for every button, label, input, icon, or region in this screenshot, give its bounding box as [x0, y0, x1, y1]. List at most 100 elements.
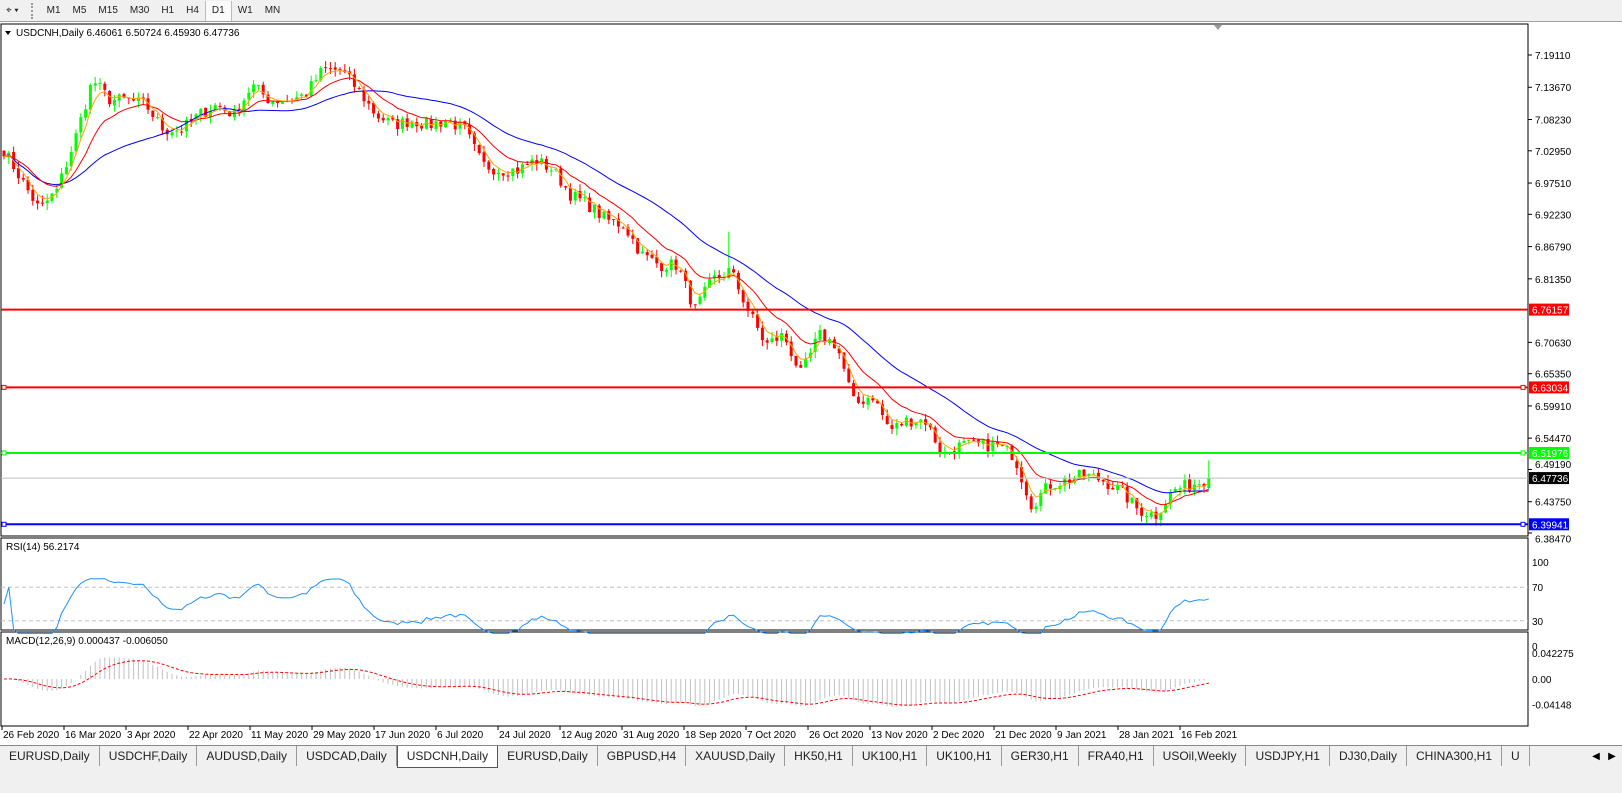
timeframe-h1[interactable]: H1: [161, 4, 175, 16]
chart-tab[interactable]: USOil,Weekly: [1154, 746, 1247, 766]
candle: [794, 355, 798, 368]
candle-body: [184, 119, 188, 132]
price-tick-label: 7.19110: [1535, 51, 1571, 62]
candle-body: [1173, 488, 1177, 493]
rsi-pane[interactable]: [0, 537, 1529, 631]
chart-tab[interactable]: UK100,H1: [853, 746, 928, 766]
collapse-triangle-icon[interactable]: [5, 31, 11, 35]
level-handle[interactable]: [1520, 384, 1526, 390]
candle-body: [1202, 484, 1206, 487]
candle-body: [93, 83, 97, 86]
candle: [439, 120, 443, 133]
candle: [372, 101, 376, 118]
candle: [616, 213, 620, 234]
candle: [808, 347, 812, 362]
chart-area[interactable]: USDCNH,Daily 6.46061 6.50724 6.45930 6.4…: [0, 22, 1622, 744]
candle: [804, 352, 808, 368]
chart-tab[interactable]: USDJPY,H1: [1246, 746, 1330, 766]
candle-body: [103, 83, 107, 90]
candle: [79, 113, 83, 139]
chart-tab[interactable]: USDCNH,Daily: [396, 746, 499, 768]
candle: [429, 115, 433, 131]
candle: [597, 203, 601, 223]
candle: [333, 61, 337, 77]
timeframe-w1[interactable]: W1: [237, 4, 253, 16]
level-handle[interactable]: [1, 521, 7, 527]
candle: [376, 110, 380, 123]
candle: [775, 330, 779, 346]
candle: [559, 165, 563, 188]
candle: [367, 94, 371, 110]
candle-body: [252, 84, 256, 93]
candle-body: [1168, 492, 1172, 505]
price-tick-label: 6.92230: [1535, 210, 1572, 221]
candle-body: [760, 327, 764, 341]
candle-body: [98, 82, 102, 84]
date-label: 26 Oct 2020: [809, 730, 864, 741]
timeframe-m30[interactable]: M30: [129, 4, 150, 16]
chart-tab[interactable]: U: [1502, 746, 1530, 766]
candle-body: [1144, 516, 1148, 518]
candle: [396, 115, 400, 136]
timeframe-m15[interactable]: M15: [98, 4, 118, 16]
chart-tab[interactable]: DJ30,Daily: [1330, 746, 1407, 766]
candle-body: [2, 150, 6, 157]
candle-body: [444, 121, 448, 128]
candle-body: [544, 159, 548, 170]
timeframe-m1[interactable]: M1: [46, 4, 61, 16]
chart-tab[interactable]: HK50,H1: [785, 746, 853, 766]
chart-tab[interactable]: AUDUSD,Daily: [197, 746, 298, 766]
candle-body: [69, 151, 73, 167]
candle: [861, 395, 865, 408]
candle-body: [808, 352, 812, 358]
candle-body: [1125, 486, 1129, 503]
candle-body: [175, 130, 179, 132]
price-tick-label: 6.65350: [1535, 369, 1572, 380]
chart-tab[interactable]: EURUSD,Daily: [498, 746, 598, 766]
timeframe-d1[interactable]: D1: [204, 0, 232, 21]
candle-body: [991, 441, 995, 451]
candle-body: [170, 132, 174, 136]
chart-tab[interactable]: USDCHF,Daily: [100, 746, 198, 766]
candle-body: [333, 67, 337, 70]
candle-body: [448, 120, 452, 122]
candle-body: [568, 187, 572, 201]
chart-tab[interactable]: CHINA300,H1: [1407, 746, 1503, 766]
candle-body: [996, 441, 1000, 445]
chart-tab[interactable]: GBPUSD,H4: [598, 746, 687, 766]
crosshair-dropdown-icon[interactable]: ⌖ ▾: [6, 4, 19, 16]
toolbar-grip[interactable]: [30, 2, 35, 19]
tab-scroll-right-icon[interactable]: ▶: [1608, 751, 1616, 762]
candle-body: [1005, 446, 1009, 448]
timeframe-m5[interactable]: M5: [72, 4, 87, 16]
level-handle[interactable]: [1520, 521, 1526, 527]
level-handle[interactable]: [1, 450, 7, 456]
chart-tab[interactable]: UK100,H1: [927, 746, 1002, 766]
candle: [300, 92, 304, 101]
chart-tab[interactable]: USDCAD,Daily: [297, 746, 397, 766]
date-label: 2 Dec 2020: [933, 730, 985, 741]
candle: [621, 226, 625, 229]
candle: [679, 269, 683, 273]
chart-tab[interactable]: GER30,H1: [1002, 746, 1079, 766]
tab-scroll-left-icon[interactable]: ◀: [1592, 751, 1600, 762]
chart-tab[interactable]: FRA40,H1: [1079, 746, 1154, 766]
macd-pane[interactable]: [0, 631, 1529, 727]
candle-body: [1000, 444, 1004, 446]
candle-body: [160, 117, 164, 131]
timeframe-mn[interactable]: MN: [264, 4, 281, 16]
level-handle[interactable]: [1520, 450, 1526, 456]
candle: [669, 256, 673, 278]
candle: [194, 113, 198, 125]
chart-shift-marker-icon[interactable]: [1214, 25, 1222, 30]
candle: [151, 110, 155, 122]
timeframe-h4[interactable]: H4: [186, 4, 199, 16]
candle-body: [516, 167, 520, 174]
chart-tab[interactable]: EURUSD,Daily: [0, 746, 100, 766]
level-handle[interactable]: [1, 384, 7, 390]
chart-tab[interactable]: XAUUSD,Daily: [686, 746, 786, 766]
candle-body: [261, 84, 265, 95]
candle-body: [151, 110, 155, 117]
price-tick-label: 6.86790: [1535, 243, 1572, 254]
candle-body: [242, 100, 246, 113]
